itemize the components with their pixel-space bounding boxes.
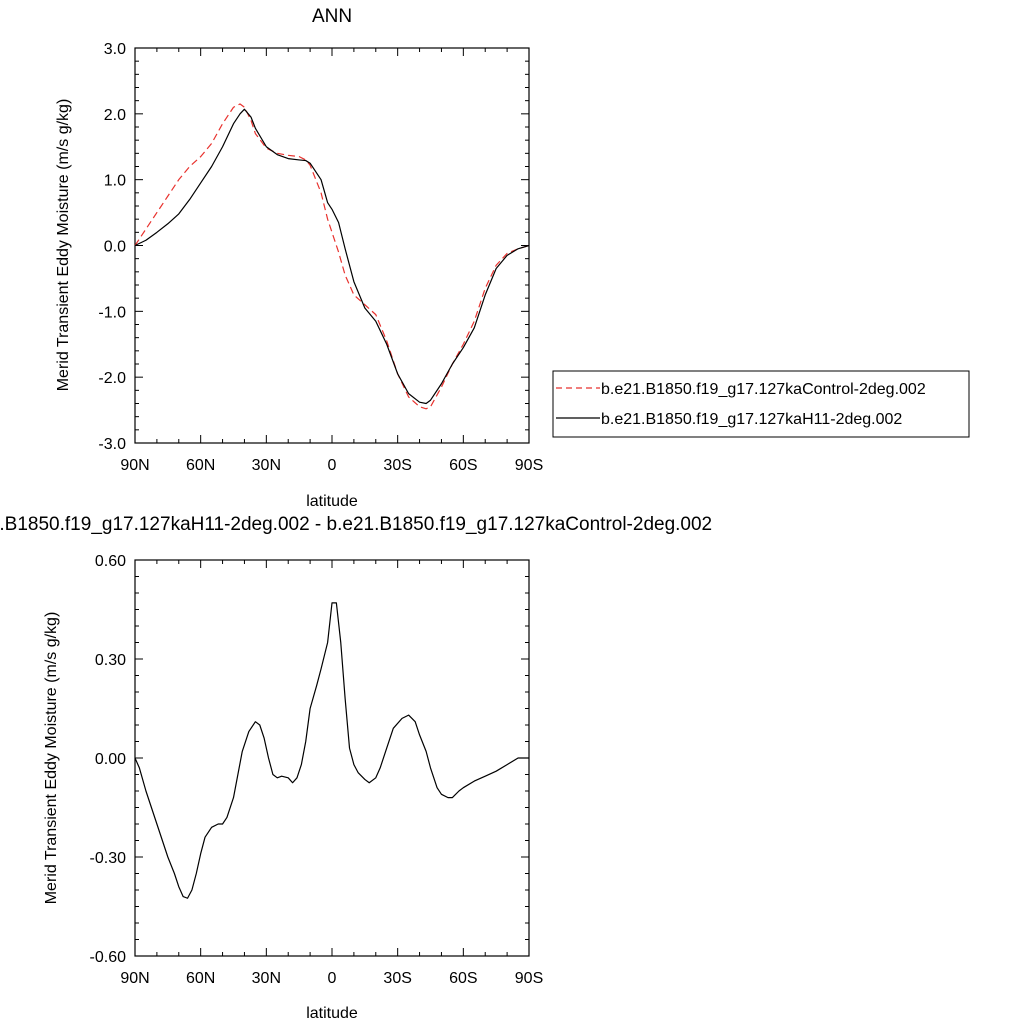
bottom-x-tick-label: 0 <box>328 970 337 987</box>
top-x-tick-label: 90S <box>515 457 543 474</box>
top-y-tick-label: 2.0 <box>104 107 126 124</box>
bottom-chart-ylabel: Merid Transient Eddy Moisture (m/s g/kg) <box>43 612 60 905</box>
bottom-chart-title: b.e21.B1850.f19_g17.127kaH11-2deg.002 - … <box>0 514 712 535</box>
bottom-x-tick-label: 60N <box>186 970 215 987</box>
top-plot-frame <box>134 47 530 444</box>
top-chart: ANN Merid Transient Eddy Moisture (m/s g… <box>55 6 543 510</box>
bottom-x-tick-label: 90N <box>120 970 149 987</box>
bottom-chart: b.e21.B1850.f19_g17.127kaH11-2deg.002 - … <box>0 514 712 1022</box>
top-series-line-1 <box>134 108 530 405</box>
bottom-y-tick-label: -0.60 <box>90 949 127 966</box>
bottom-chart-series <box>134 602 529 899</box>
top-series-line-0 <box>134 103 530 410</box>
top-y-tick-label: -1.0 <box>98 304 126 321</box>
top-chart-xlabel: latitude <box>306 493 358 510</box>
top-x-tick-label: 60N <box>186 457 215 474</box>
legend: b.e21.B1850.f19_g17.127kaControl-2deg.00… <box>552 370 970 438</box>
top-chart-ylabel: Merid Transient Eddy Moisture (m/s g/kg) <box>55 99 72 392</box>
bottom-plot-frame <box>134 559 530 957</box>
top-x-tick-label: 30N <box>252 457 281 474</box>
top-chart-title: ANN <box>312 6 352 27</box>
bottom-x-tick-label: 30N <box>252 970 281 987</box>
top-x-tick-label: 90N <box>120 457 149 474</box>
legend-label-control: b.e21.B1850.f19_g17.127kaControl-2deg.00… <box>601 381 926 398</box>
bottom-y-tick-label: 0.00 <box>95 751 126 768</box>
top-y-tick-label: 1.0 <box>104 173 126 190</box>
legend-box <box>552 370 970 438</box>
top-x-tick-label: 30S <box>383 457 411 474</box>
top-y-tick-label: 0.0 <box>104 239 126 256</box>
top-y-tick-label: -3.0 <box>98 436 126 453</box>
bottom-chart-ticks: 90N 60N 30N 0 30S 60S 90S 0.60 0.30 0.00 -0.30 -0.6… <box>90 553 544 987</box>
top-y-tick-label: -2.0 <box>98 370 126 387</box>
bottom-y-tick-label: -0.30 <box>90 850 127 867</box>
top-chart-ticks: 90N 60N 30N 0 30S 60S 90S 3.0 2.0 1.0 0.0 -1.0 -2.0 -… <box>98 41 543 474</box>
top-chart-series <box>134 103 530 410</box>
top-x-tick-label: 60S <box>449 457 477 474</box>
bottom-y-tick-label: 0.30 <box>95 652 126 669</box>
top-x-tick-label: 0 <box>328 457 337 474</box>
top-y-tick-label: 3.0 <box>104 41 126 58</box>
bottom-x-tick-label: 90S <box>515 970 543 987</box>
legend-label-h11: b.e21.B1850.f19_g17.127kaH11-2deg.002 <box>601 411 902 428</box>
bottom-x-tick-label: 60S <box>449 970 477 987</box>
bottom-series-line-0 <box>134 602 529 899</box>
bottom-x-tick-label: 30S <box>383 970 411 987</box>
bottom-chart-xlabel: latitude <box>306 1005 358 1022</box>
bottom-y-tick-label: 0.60 <box>95 553 126 570</box>
